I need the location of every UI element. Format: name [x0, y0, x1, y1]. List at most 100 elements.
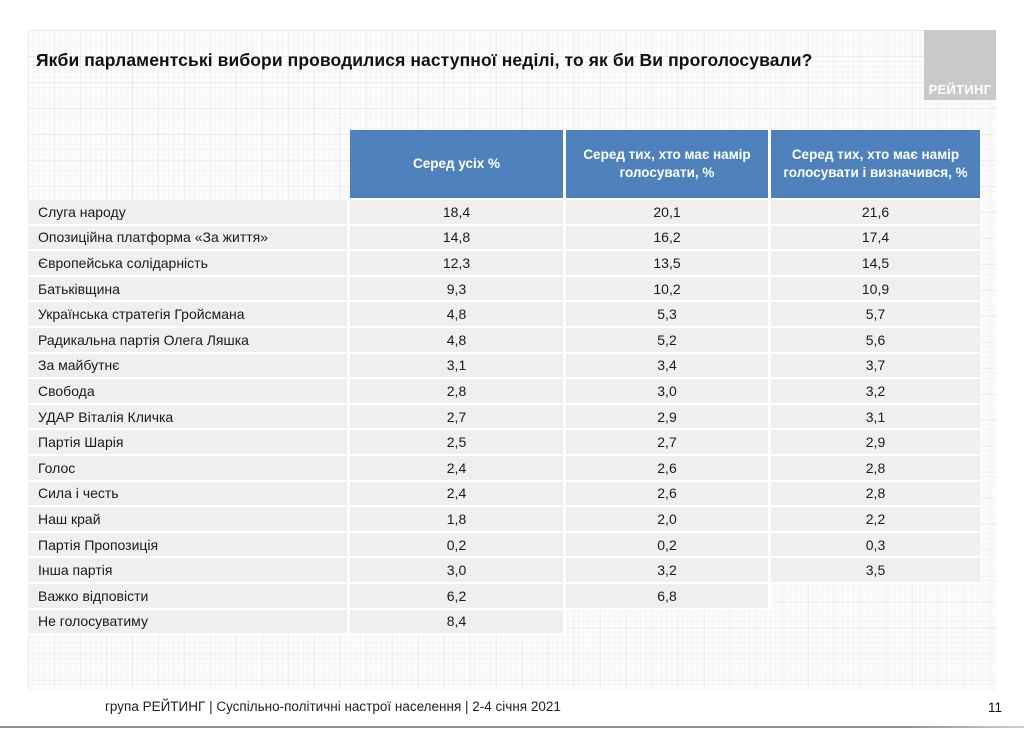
value-cell: 6,2 [350, 583, 566, 610]
corner-empty-header [28, 130, 350, 200]
value-cell: 16,2 [566, 225, 771, 252]
party-name-cell: Опозиційна платформа «За життя» [28, 225, 350, 252]
party-name-cell: Сила і честь [28, 481, 350, 508]
table-row: Інша партія 3,0 3,2 3,5 [28, 558, 980, 584]
value-cell: 5,2 [566, 327, 771, 354]
table-row: Голос 2,4 2,6 2,8 [28, 455, 980, 482]
value-cell: 3,2 [566, 558, 771, 584]
poll-results-table: Серед усіх % Серед тих, хто має намір го… [28, 130, 980, 636]
column-header-among-all: Серед усіх % [350, 130, 566, 200]
value-cell: 5,7 [771, 302, 980, 328]
value-cell: 3,1 [350, 353, 566, 380]
table-row: Наш край 1,8 2,0 2,2 [28, 507, 980, 533]
value-cell: 2,6 [566, 455, 771, 482]
value-cell: 2,2 [771, 507, 980, 533]
value-cell: 17,4 [771, 225, 980, 252]
party-name-cell: Європейська солідарність [28, 251, 350, 277]
table-row: УДАР Віталія Кличка 2,7 2,9 3,1 [28, 404, 980, 431]
table-header-row: Серед усіх % Серед тих, хто має намір го… [28, 130, 980, 200]
table-row: Батьківщина 9,3 10,2 10,9 [28, 276, 980, 303]
party-name-cell: Голос [28, 455, 350, 482]
party-name-cell: Наш край [28, 507, 350, 533]
value-cell: 5,3 [566, 302, 771, 328]
value-cell: 4,8 [350, 302, 566, 328]
page-title: Якби парламентські вибори проводилися на… [36, 50, 813, 70]
party-name-cell: Партія Пропозиція [28, 532, 350, 559]
table-row: Не голосуватиму 8,4 [28, 609, 980, 636]
table-header: Серед усіх % Серед тих, хто має намір го… [28, 130, 980, 200]
value-cell: 2,9 [566, 404, 771, 431]
page-number: 11 [987, 700, 1002, 715]
value-cell: 2,8 [771, 481, 980, 508]
table-row: Опозиційна платформа «За життя» 14,8 16,2 1… [28, 225, 980, 252]
value-cell: 13,5 [566, 251, 771, 277]
table-row: Європейська солідарність 12,3 13,5 14,5 [28, 251, 980, 277]
slide-content-area: Якби парламентські вибори проводилися на… [28, 30, 996, 690]
value-cell: 14,5 [771, 251, 980, 277]
value-cell: 0,2 [350, 532, 566, 559]
value-cell: 18,4 [350, 200, 566, 226]
value-cell: 3,4 [566, 353, 771, 380]
party-name-cell: Не голосуватиму [28, 609, 350, 636]
logo-text: РЕЙТИНГ [928, 82, 992, 97]
party-name-cell: Важко відповісти [28, 583, 350, 610]
value-cell: 14,8 [350, 225, 566, 252]
value-cell: 20,1 [566, 200, 771, 226]
party-name-cell: За майбутнє [28, 353, 350, 380]
value-cell: 10,2 [566, 276, 771, 303]
table-row: Свобода 2,8 3,0 3,2 [28, 379, 980, 405]
party-name-cell: УДАР Віталія Кличка [28, 404, 350, 431]
table-body: Слуга народу 18,4 20,1 21,6 Опозиційна платф… [28, 200, 980, 636]
value-cell: 2,7 [566, 430, 771, 456]
table-row: За майбутнє 3,1 3,4 3,7 [28, 353, 980, 380]
party-name-cell: Партія Шарія [28, 430, 350, 456]
value-cell: 2,9 [771, 430, 980, 456]
value-cell: 2,6 [566, 481, 771, 508]
empty-value-cell [771, 610, 980, 636]
table-row: Слуга народу 18,4 20,1 21,6 [28, 200, 980, 226]
value-cell: 2,5 [350, 430, 566, 456]
value-cell: 2,0 [566, 507, 771, 533]
empty-value-cell [771, 584, 980, 610]
value-cell: 3,0 [350, 558, 566, 584]
table-row: Партія Шарія 2,5 2,7 2,9 [28, 430, 980, 456]
value-cell: 8,4 [350, 609, 566, 636]
footer-source-text: група РЕЙТИНГ | Суспільно-політичні наст… [105, 699, 561, 714]
party-name-cell: Слуга народу [28, 200, 350, 226]
column-header-intend-to-vote: Серед тих, хто має намір голосувати, % [566, 130, 771, 200]
value-cell: 3,0 [566, 379, 771, 405]
party-name-cell: Батьківщина [28, 276, 350, 303]
value-cell: 2,7 [350, 404, 566, 431]
table-row: Сила і честь 2,4 2,6 2,8 [28, 481, 980, 508]
rating-group-logo: РЕЙТИНГ [924, 30, 996, 100]
bottom-divider-line [0, 726, 1024, 728]
empty-value-cell [566, 610, 771, 636]
party-name-cell: Українська стратегія Гройсмана [28, 302, 350, 328]
party-name-cell: Інша партія [28, 558, 350, 584]
column-header-intend-and-decided: Серед тих, хто має намір голосувати і ви… [771, 130, 980, 200]
table-row: Українська стратегія Гройсмана 4,8 5,3 5,7 [28, 302, 980, 328]
party-name-cell: Радикальна партія Олега Ляшка [28, 327, 350, 354]
table-row: Важко відповісти 6,2 6,8 [28, 583, 980, 610]
value-cell: 2,8 [771, 455, 980, 482]
value-cell: 2,4 [350, 481, 566, 508]
value-cell: 12,3 [350, 251, 566, 277]
value-cell: 3,7 [771, 353, 980, 380]
value-cell: 9,3 [350, 276, 566, 303]
party-name-cell: Свобода [28, 379, 350, 405]
value-cell: 3,5 [771, 558, 980, 584]
value-cell: 10,9 [771, 276, 980, 303]
table-row: Партія Пропозиція 0,2 0,2 0,3 [28, 532, 980, 559]
value-cell: 0,3 [771, 532, 980, 559]
value-cell: 3,1 [771, 404, 980, 431]
value-cell: 3,2 [771, 379, 980, 405]
table-row: Радикальна партія Олега Ляшка 4,8 5,2 5,6 [28, 327, 980, 354]
value-cell: 6,8 [566, 583, 771, 610]
value-cell: 2,4 [350, 455, 566, 482]
value-cell: 0,2 [566, 532, 771, 559]
value-cell: 5,6 [771, 327, 980, 354]
value-cell: 21,6 [771, 200, 980, 226]
value-cell: 1,8 [350, 507, 566, 533]
value-cell: 2,8 [350, 379, 566, 405]
value-cell: 4,8 [350, 327, 566, 354]
